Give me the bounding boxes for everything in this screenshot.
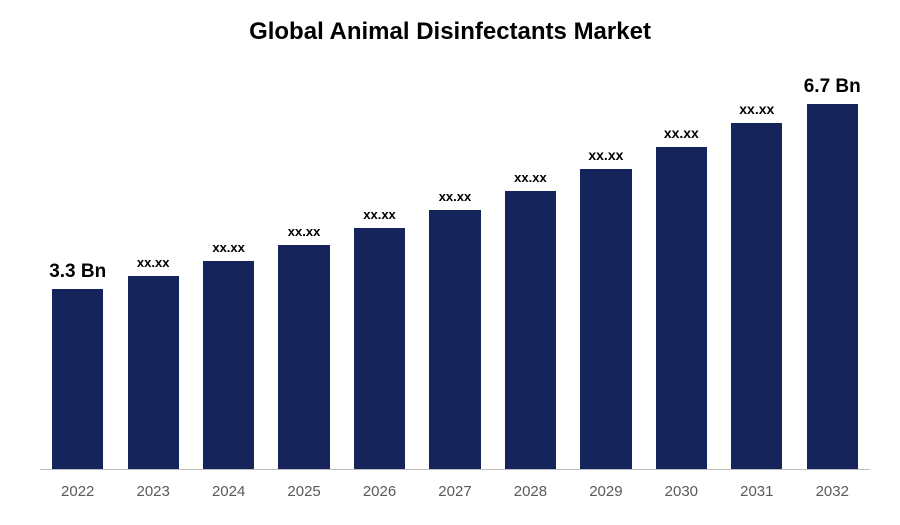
bar-value-label: xx.xx xyxy=(739,101,774,117)
bar xyxy=(278,245,329,469)
bar-group: xx.xx xyxy=(191,240,266,469)
bar-group: xx.xx xyxy=(342,207,417,469)
x-axis-label: 2027 xyxy=(417,483,492,500)
bar-group: 6.7 Bn xyxy=(795,76,870,469)
bar-value-label: xx.xx xyxy=(439,189,472,204)
bar xyxy=(807,104,858,469)
bar xyxy=(354,228,405,469)
bar xyxy=(203,261,254,469)
bar xyxy=(731,123,782,469)
bar-value-label: xx.xx xyxy=(212,240,245,255)
bar-value-label: 6.7 Bn xyxy=(804,76,861,98)
x-axis-label: 2023 xyxy=(115,483,190,500)
bar xyxy=(580,169,631,469)
x-axis-label: 2030 xyxy=(644,483,719,500)
bar-group: xx.xx xyxy=(266,224,341,469)
x-axis-label: 2022 xyxy=(40,483,115,500)
bar-group: xx.xx xyxy=(644,125,719,469)
bar-group: xx.xx xyxy=(719,101,794,469)
bar xyxy=(656,147,707,469)
x-axis: 2022 2023 2024 2025 2026 2027 2028 2029 … xyxy=(40,483,870,500)
x-axis-label: 2032 xyxy=(795,483,870,500)
bar-group: xx.xx xyxy=(493,170,568,469)
bar-group: xx.xx xyxy=(417,189,492,469)
bars-container: 3.3 Bn xx.xx xx.xx xx.xx xx.xx xx.xx xx.… xyxy=(40,75,870,470)
bar xyxy=(52,289,103,469)
x-axis-label: 2026 xyxy=(342,483,417,500)
bar xyxy=(505,191,556,469)
bar xyxy=(429,210,480,469)
bar xyxy=(128,276,179,469)
bar-value-label: xx.xx xyxy=(363,207,396,222)
chart-area: 3.3 Bn xx.xx xx.xx xx.xx xx.xx xx.xx xx.… xyxy=(40,75,870,470)
bar-value-label: xx.xx xyxy=(514,170,547,185)
x-axis-label: 2031 xyxy=(719,483,794,500)
bar-group: xx.xx xyxy=(115,255,190,469)
bar-group: 3.3 Bn xyxy=(40,261,115,469)
bar-group: xx.xx xyxy=(568,147,643,469)
x-axis-label: 2025 xyxy=(266,483,341,500)
x-axis-label: 2028 xyxy=(493,483,568,500)
x-axis-label: 2024 xyxy=(191,483,266,500)
bar-value-label: 3.3 Bn xyxy=(49,261,106,283)
chart-title: Global Animal Disinfectants Market xyxy=(0,0,900,46)
bar-value-label: xx.xx xyxy=(588,147,623,163)
bar-value-label: xx.xx xyxy=(664,125,699,141)
bar-value-label: xx.xx xyxy=(288,224,321,239)
bar-value-label: xx.xx xyxy=(137,255,170,270)
x-axis-label: 2029 xyxy=(568,483,643,500)
